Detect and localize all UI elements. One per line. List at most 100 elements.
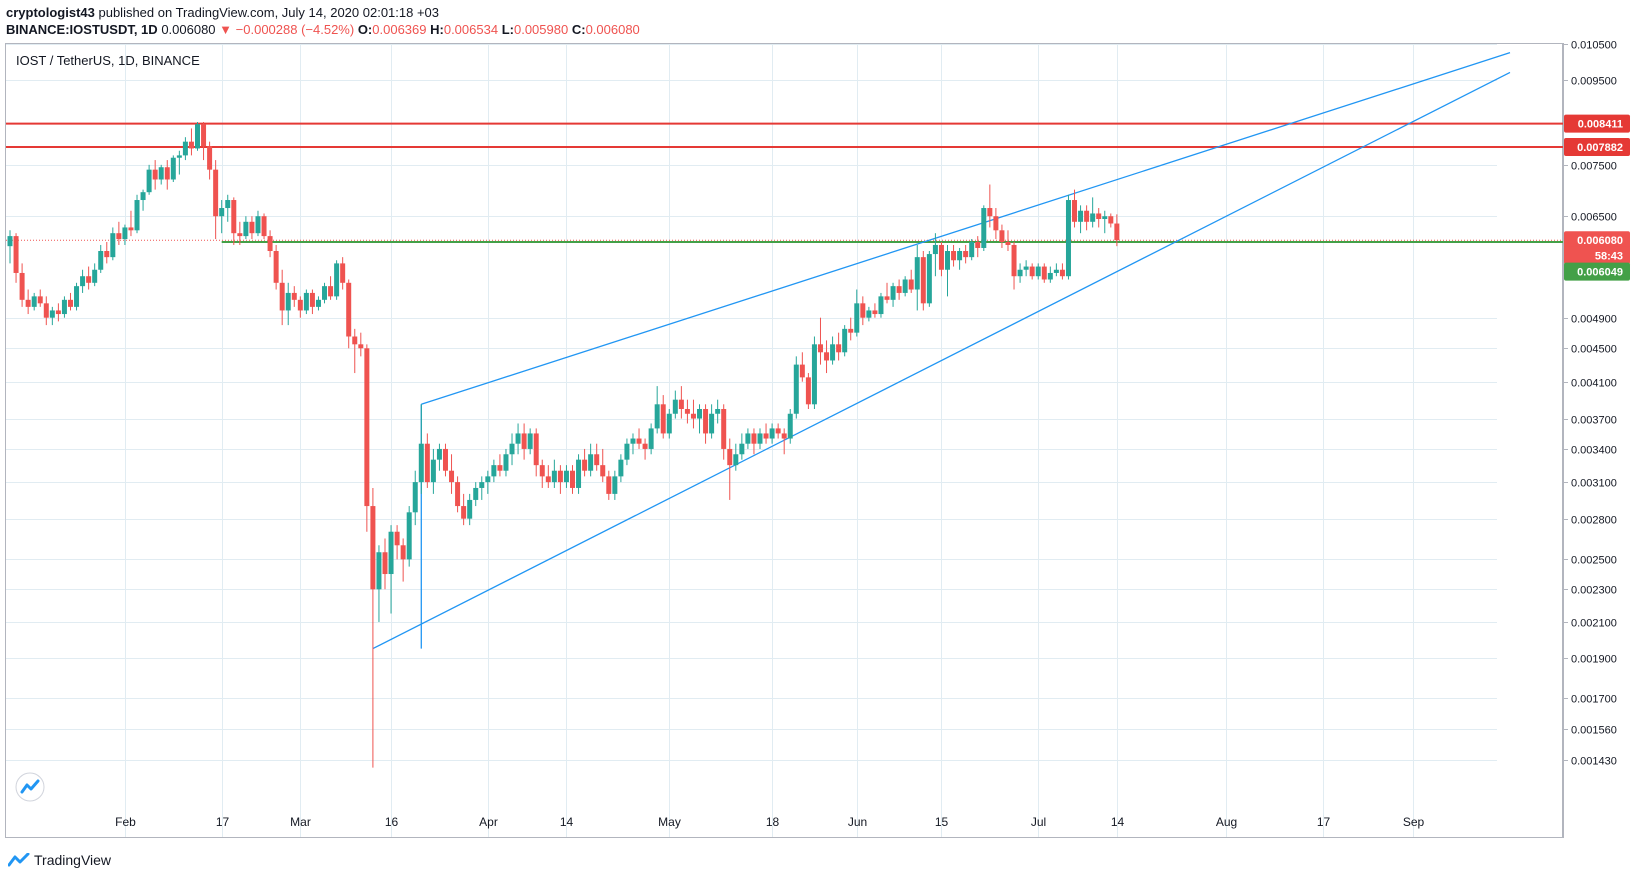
bullish-candle (1017, 263, 1023, 283)
bullish-candle (1102, 210, 1108, 234)
x-tick-label: Aug (1216, 815, 1237, 829)
candle-body (1005, 241, 1011, 245)
candle-body (751, 433, 757, 444)
candle-body (817, 344, 823, 353)
candle-body (1035, 266, 1041, 277)
candle-body (164, 167, 170, 180)
candle-body (376, 552, 382, 590)
bearish-candle (636, 428, 642, 449)
bullish-candle (243, 216, 249, 240)
candle-body (624, 443, 630, 460)
bullish-candle (418, 404, 424, 494)
candle-body (394, 531, 400, 546)
author-name[interactable]: cryptologist43 (6, 5, 95, 20)
price-axis[interactable]: 0.010500 0.009500 0.007500 0.006500 0.004900… (1563, 40, 1617, 768)
price-label: 0.006049 (1564, 262, 1630, 281)
bearish-candle (267, 230, 273, 258)
y-tick-label: 0.003100 (1571, 478, 1617, 490)
x-tick-label: Jul (1031, 815, 1046, 829)
bearish-candle (13, 233, 19, 283)
bullish-candle (757, 428, 763, 449)
bullish-candle (981, 205, 987, 252)
candle-body (388, 531, 394, 575)
bearish-candle (382, 538, 388, 590)
bearish-candle (25, 289, 31, 315)
candle-body (957, 251, 963, 261)
candle-body (842, 328, 848, 353)
bearish-candle (340, 257, 346, 290)
candle-body (600, 465, 606, 477)
bullish-candle (1035, 263, 1041, 280)
bullish-candle (563, 465, 569, 488)
candle-body (449, 470, 455, 483)
candle-body (61, 299, 67, 315)
candlestick-chart[interactable]: IOST / TetherUS, 1D, BINANCE 0.0105000.0… (0, 0, 1636, 852)
bearish-candle (763, 423, 769, 444)
bullish-candle (110, 227, 116, 261)
bearish-candle (328, 276, 334, 300)
candle-body (884, 296, 890, 300)
candle-body (666, 413, 672, 434)
bullish-candle (715, 399, 721, 424)
candle-body (297, 299, 303, 311)
candle-body (473, 487, 479, 500)
price-label: 0.008411 (1564, 114, 1630, 133)
y-tick-label: 0.007500 (1571, 161, 1617, 173)
y-tick-label: 0.006500 (1571, 212, 1617, 224)
tradingview-footer[interactable]: TradingView (8, 852, 111, 868)
bearish-candle (279, 269, 285, 326)
candle-body (721, 408, 727, 449)
candle-body (86, 276, 92, 283)
bearish-candle (817, 317, 823, 365)
bearish-candle (346, 279, 352, 349)
bearish-candle (606, 470, 612, 500)
candle-body (1011, 244, 1017, 277)
bearish-candle (1029, 263, 1035, 280)
bearish-candle (237, 221, 243, 245)
bearish-candle (805, 373, 811, 409)
candle-body (715, 408, 721, 414)
bullish-candle (914, 244, 920, 311)
bullish-candle (1047, 266, 1053, 283)
price-label-bg (1564, 246, 1630, 265)
last-price: 0.006080 (161, 22, 216, 37)
bullish-candle (176, 150, 182, 175)
bearish-candle (455, 476, 461, 513)
close-label: C: (571, 22, 586, 37)
bearish-candle (400, 538, 406, 582)
bullish-candle (878, 292, 884, 318)
candle-body (25, 299, 31, 307)
candle-body (1096, 213, 1102, 219)
bullish-candle (811, 336, 817, 409)
candle-body (201, 124, 207, 147)
x-tick-label: 18 (766, 815, 780, 829)
price-label-bg (1564, 114, 1630, 133)
candle-body (757, 433, 763, 444)
candle-body (872, 310, 878, 315)
candle-body (588, 454, 594, 471)
publication-line: cryptologist43 published on TradingView.… (6, 5, 439, 20)
bearish-candle (594, 443, 600, 471)
bullish-candle (80, 269, 86, 293)
time-axis[interactable]: Feb 17 Mar 16 Apr 14 May 18 Jun 15 Jul 14 Aug 17 Sep (115, 815, 1424, 829)
bullish-candle (303, 289, 309, 315)
candle-body (7, 236, 13, 247)
bullish-candle (932, 233, 938, 277)
candle-body (195, 124, 200, 149)
x-tick-label: Sep (1403, 815, 1425, 829)
candle-body (987, 208, 993, 217)
bearish-candle (570, 465, 575, 494)
bearish-candle (297, 296, 303, 318)
bearish-candle (703, 404, 709, 444)
x-tick-label: 14 (560, 815, 574, 829)
candle-body (1041, 266, 1047, 280)
price-change: ▼ −0.000288 (−4.52%) (219, 22, 355, 37)
bearish-candle (999, 224, 1005, 248)
candle-body (116, 233, 122, 240)
bullish-candle (388, 525, 394, 614)
candle-body (74, 286, 80, 307)
candle-body (975, 241, 981, 248)
candle-body (1059, 269, 1065, 277)
candle-body (467, 499, 473, 519)
bullish-candle (769, 423, 775, 444)
